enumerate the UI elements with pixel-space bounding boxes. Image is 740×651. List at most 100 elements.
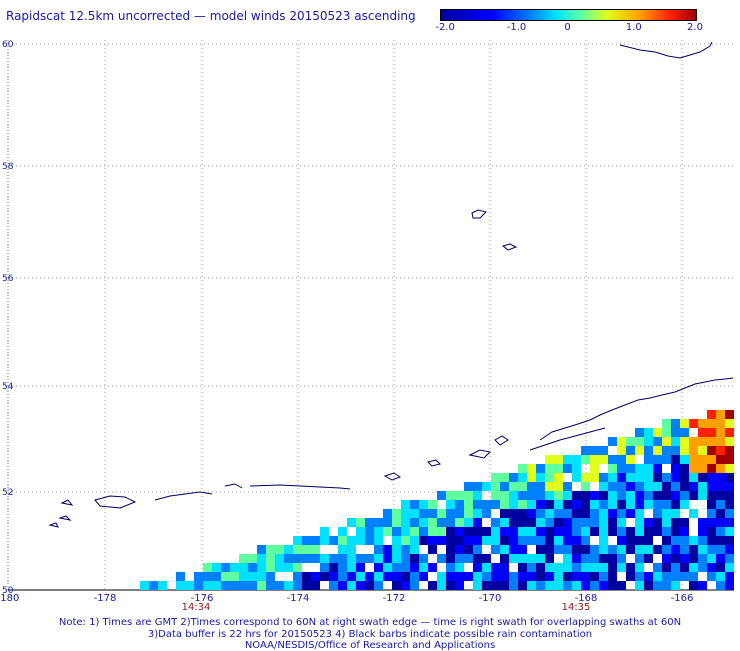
wind-cell: [338, 545, 347, 554]
wind-cell: [239, 581, 248, 590]
wind-cell: [716, 500, 725, 509]
wind-cell: [383, 518, 392, 527]
wind-cell: [401, 518, 410, 527]
time-labels: 14:34 14:35: [182, 602, 591, 613]
wind-cell: [392, 527, 401, 536]
wind-cell: [338, 572, 347, 581]
wind-cell: [293, 563, 302, 572]
wind-cell: [545, 509, 554, 518]
wind-cell: [554, 581, 563, 590]
wind-cell: [635, 518, 644, 527]
wind-cell: [536, 545, 545, 554]
wind-cell: [374, 563, 383, 572]
wind-cell: [680, 455, 689, 464]
wind-cell: [401, 536, 410, 545]
wind-cell: [446, 536, 455, 545]
wind-cell: [563, 464, 572, 473]
wind-cell: [509, 554, 518, 563]
wind-cell: [707, 545, 716, 554]
wind-cell: [401, 509, 410, 518]
wind-cell: [347, 581, 356, 590]
wind-cell: [473, 491, 482, 500]
wind-cell: [635, 464, 644, 473]
wind-cell: [446, 545, 455, 554]
wind-cell: [464, 500, 473, 509]
wind-cell: [527, 572, 536, 581]
wind-cell: [374, 527, 383, 536]
wind-cell: [464, 554, 473, 563]
wind-cell: [203, 581, 212, 590]
wind-cell: [401, 500, 410, 509]
wind-cell: [518, 500, 527, 509]
wind-cell: [464, 509, 473, 518]
wind-cell: [617, 437, 626, 446]
wind-cell: [383, 545, 392, 554]
wind-cell: [482, 482, 491, 491]
latitude-label: 60: [2, 40, 14, 50]
wind-cell: [608, 581, 617, 590]
wind-cell: [437, 554, 446, 563]
wind-cell: [680, 419, 689, 428]
wind-cell: [302, 572, 311, 581]
wind-cell: [446, 527, 455, 536]
coastline-segment: [529, 427, 606, 451]
wind-cell: [608, 464, 617, 473]
wind-cell: [653, 446, 662, 455]
wind-cell: [716, 446, 725, 455]
wind-cell: [563, 554, 572, 563]
wind-cell: [383, 572, 392, 581]
wind-cell: [545, 527, 554, 536]
wind-cell: [653, 491, 662, 500]
wind-cell: [437, 518, 446, 527]
wind-cell: [707, 491, 716, 500]
wind-cell: [716, 554, 725, 563]
wind-cell: [428, 536, 437, 545]
wind-cell: [608, 500, 617, 509]
coastline-segment: [60, 499, 74, 506]
wind-cell: [572, 455, 581, 464]
wind-cell: [302, 545, 311, 554]
wind-cell: [689, 563, 698, 572]
wind-cell: [347, 536, 356, 545]
wind-cell: [464, 518, 473, 527]
wind-cell: [554, 509, 563, 518]
wind-cell: [482, 563, 491, 572]
wind-cell: [545, 473, 554, 482]
wind-cell: [716, 464, 725, 473]
wind-cell: [518, 545, 527, 554]
wind-cell: [293, 554, 302, 563]
wind-cell: [545, 464, 554, 473]
wind-cell: [554, 482, 563, 491]
wind-cell: [500, 509, 509, 518]
wind-cell: [635, 536, 644, 545]
wind-cell: [428, 527, 437, 536]
wind-cell: [536, 500, 545, 509]
latitude-labels: 60 58 56 54 52 50: [2, 40, 14, 596]
wind-cell: [635, 437, 644, 446]
wind-cell: [509, 527, 518, 536]
wind-cell: [464, 572, 473, 581]
wind-cell: [671, 563, 680, 572]
wind-cell: [230, 563, 239, 572]
wind-cell: [662, 500, 671, 509]
wind-cell: [662, 491, 671, 500]
wind-cell: [248, 581, 257, 590]
wind-cell: [581, 554, 590, 563]
wind-cell: [563, 500, 572, 509]
wind-cell: [599, 473, 608, 482]
wind-cell: [365, 554, 374, 563]
wind-cell: [392, 536, 401, 545]
wind-cell: [581, 500, 590, 509]
wind-cell: [500, 572, 509, 581]
wind-cell: [185, 581, 194, 590]
wind-cell: [725, 437, 734, 446]
wind-cell: [410, 509, 419, 518]
wind-cell: [419, 518, 428, 527]
wind-cell: [590, 554, 599, 563]
wind-cell: [662, 419, 671, 428]
wind-cell: [599, 563, 608, 572]
wind-cell: [617, 464, 626, 473]
wind-cell: [329, 536, 338, 545]
wind-cell: [644, 572, 653, 581]
